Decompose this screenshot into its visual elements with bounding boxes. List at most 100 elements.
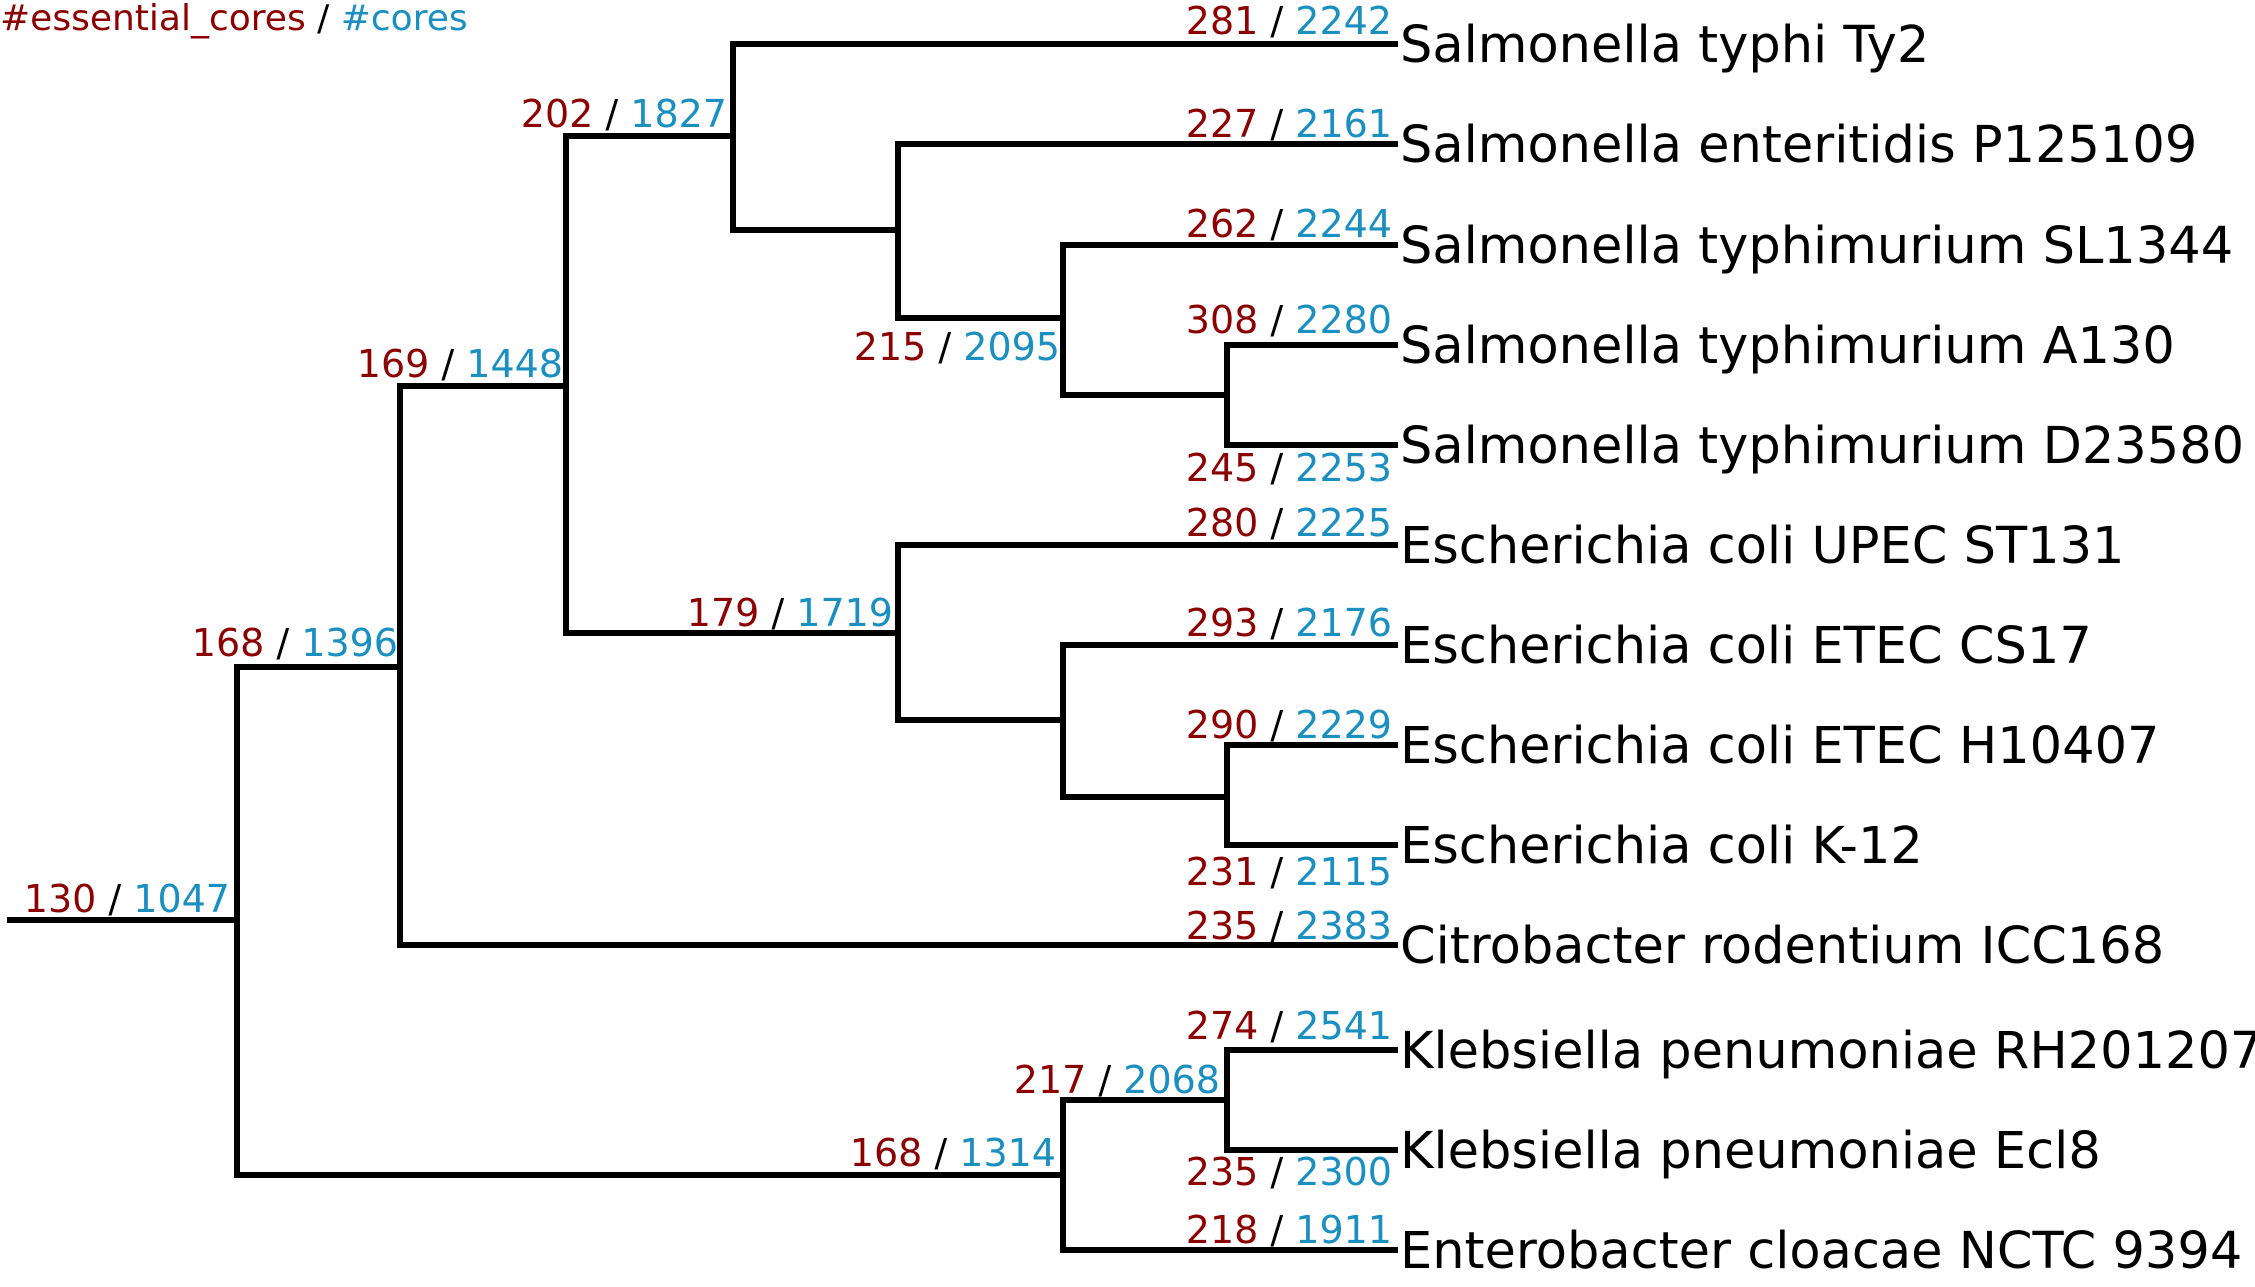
tip-values-8-essential: 231	[1186, 850, 1259, 894]
tip-values-2-separator: /	[1258, 202, 1295, 246]
node-values-n169-cores: 1448	[466, 342, 563, 386]
tip-values-11-cores: 2300	[1295, 1150, 1392, 1194]
node-values-n217-separator: /	[1086, 1058, 1123, 1102]
taxon-label: Escherichia coli ETEC CS17	[1400, 617, 2092, 676]
node-values-root-cores: 1047	[133, 877, 230, 921]
tip-values-4: 245 / 2253	[1186, 446, 1392, 490]
tip-values-4-essential: 245	[1186, 446, 1259, 490]
tip-values-10-separator: /	[1258, 1004, 1295, 1048]
tip-values-0-essential: 281	[1186, 0, 1259, 43]
taxon-label: Klebsiella penumoniae RH201207	[1400, 1022, 2255, 1081]
legend-separator: /	[305, 0, 341, 39]
node-values-n168b: 168 / 1314	[850, 1131, 1056, 1175]
tip-values-5-cores: 2225	[1295, 501, 1392, 545]
node-values-n217: 217 / 2068	[1014, 1058, 1220, 1102]
tip-values-1-cores: 2161	[1295, 102, 1392, 146]
node-values-n169-essential: 169	[357, 342, 430, 386]
tip-values-10: 274 / 2541	[1186, 1004, 1392, 1048]
tip-values-4-cores: 2253	[1295, 446, 1392, 490]
node-values-n168b-cores: 1314	[959, 1131, 1056, 1175]
tip-values-6: 293 / 2176	[1186, 601, 1392, 645]
node-values-n168b-essential: 168	[850, 1131, 923, 1175]
node-values-root-essential: 130	[24, 877, 97, 921]
tip-values-1: 227 / 2161	[1186, 102, 1392, 146]
node-values-n202-essential: 202	[521, 92, 594, 136]
tip-values-7: 290 / 2229	[1186, 703, 1392, 747]
tip-values-5-separator: /	[1258, 501, 1295, 545]
taxon-label: Salmonella typhimurium SL1344	[1400, 217, 2233, 276]
tip-values-12-essential: 218	[1186, 1208, 1259, 1252]
tip-values-2: 262 / 2244	[1186, 202, 1392, 246]
legend-cores-label: #cores	[340, 0, 468, 39]
node-values-root-separator: /	[96, 877, 133, 921]
tip-values-7-separator: /	[1258, 703, 1295, 747]
tip-values-3-essential: 308	[1186, 298, 1259, 342]
tip-values-11-separator: /	[1258, 1150, 1295, 1194]
taxon-label: Enterobacter cloacae NCTC 9394	[1400, 1222, 2242, 1281]
tip-values-1-separator: /	[1258, 102, 1295, 146]
node-values-n202: 202 / 1827	[521, 92, 727, 136]
tree-legend: #essential_cores / #cores	[0, 0, 468, 39]
tip-values-0: 281 / 2242	[1186, 0, 1392, 43]
node-values-n168a-cores: 1396	[301, 621, 398, 665]
node-values-n179-essential: 179	[687, 591, 760, 635]
node-values-n179-separator: /	[759, 591, 796, 635]
node-values-n179-cores: 1719	[796, 591, 893, 635]
node-values-n202-separator: /	[593, 92, 630, 136]
tip-values-1-essential: 227	[1186, 102, 1259, 146]
node-values-n168a: 168 / 1396	[192, 621, 398, 665]
tip-values-10-essential: 274	[1186, 1004, 1259, 1048]
legend-essential-label: #essential_cores	[0, 0, 306, 39]
taxon-label: Escherichia coli ETEC H10407	[1400, 717, 2159, 776]
taxon-label: Salmonella typhimurium A130	[1400, 317, 2175, 376]
tip-values-3-separator: /	[1258, 298, 1295, 342]
taxon-label: Escherichia coli K-12	[1400, 817, 1923, 876]
node-values-n169-separator: /	[429, 342, 466, 386]
node-values-n168a-essential: 168	[192, 621, 265, 665]
node-values-n217-essential: 217	[1014, 1058, 1087, 1102]
tip-values-12: 218 / 1911	[1186, 1208, 1392, 1252]
node-values-n215-essential: 215	[854, 325, 927, 369]
tip-values-9: 235 / 2383	[1186, 904, 1392, 948]
tip-values-0-cores: 2242	[1295, 0, 1392, 43]
tip-values-8-cores: 2115	[1295, 850, 1392, 894]
tip-values-6-separator: /	[1258, 601, 1295, 645]
tip-values-7-cores: 2229	[1295, 703, 1392, 747]
taxon-label: Escherichia coli UPEC ST131	[1400, 517, 2124, 576]
node-values-root: 130 / 1047	[24, 877, 230, 921]
tip-values-12-cores: 1911	[1295, 1208, 1392, 1252]
node-values-n215-cores: 2095	[963, 325, 1060, 369]
tip-values-3-cores: 2280	[1295, 298, 1392, 342]
tip-values-6-cores: 2176	[1295, 601, 1392, 645]
node-values-n169: 169 / 1448	[357, 342, 563, 386]
tip-values-8: 231 / 2115	[1186, 850, 1392, 894]
tip-values-11-essential: 235	[1186, 1150, 1259, 1194]
tip-values-12-separator: /	[1258, 1208, 1295, 1252]
node-values-n202-cores: 1827	[630, 92, 727, 136]
tip-values-2-cores: 2244	[1295, 202, 1392, 246]
tip-values-4-separator: /	[1258, 446, 1295, 490]
taxon-label: Citrobacter rodentium ICC168	[1400, 917, 2164, 976]
tip-values-5: 280 / 2225	[1186, 501, 1392, 545]
tip-values-10-cores: 2541	[1295, 1004, 1392, 1048]
taxon-label: Salmonella enteritidis P125109	[1400, 116, 2197, 175]
tip-values-8-separator: /	[1258, 850, 1295, 894]
tip-values-9-essential: 235	[1186, 904, 1259, 948]
node-values-n179: 179 / 1719	[687, 591, 893, 635]
node-values-n168b-separator: /	[922, 1131, 959, 1175]
tip-values-11: 235 / 2300	[1186, 1150, 1392, 1194]
tip-values-9-separator: /	[1258, 904, 1295, 948]
tip-values-3: 308 / 2280	[1186, 298, 1392, 342]
node-values-n215: 215 / 2095	[854, 325, 1060, 369]
tip-values-5-essential: 280	[1186, 501, 1259, 545]
taxon-label: Salmonella typhi Ty2	[1400, 16, 1929, 75]
tip-values-7-essential: 290	[1186, 703, 1259, 747]
taxon-label: Klebsiella pneumoniae Ecl8	[1400, 1122, 2101, 1181]
node-values-n215-separator: /	[926, 325, 963, 369]
tip-values-0-separator: /	[1258, 0, 1295, 43]
taxon-label: Salmonella typhimurium D23580	[1400, 417, 2244, 476]
node-values-n217-cores: 2068	[1123, 1058, 1220, 1102]
tip-values-2-essential: 262	[1186, 202, 1259, 246]
node-values-n168a-separator: /	[264, 621, 301, 665]
